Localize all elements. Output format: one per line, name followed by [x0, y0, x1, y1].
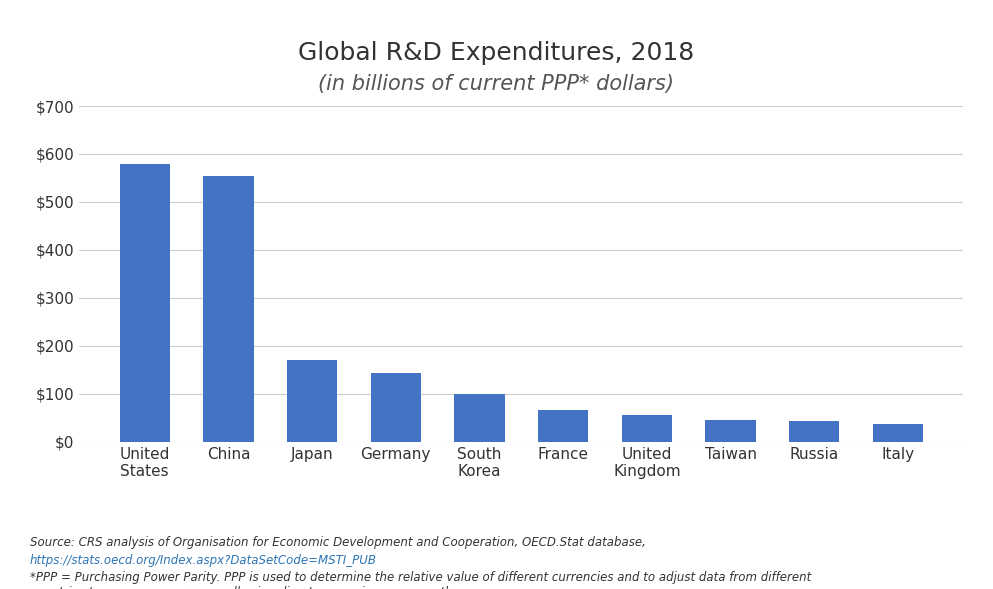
Bar [622, 415, 672, 442]
Bar [455, 394, 504, 442]
Text: Global R&D Expenditures, 2018: Global R&D Expenditures, 2018 [298, 41, 695, 65]
Bar [119, 164, 170, 442]
Bar [370, 373, 421, 442]
Bar [873, 424, 923, 442]
Bar [789, 421, 839, 442]
Bar [538, 409, 588, 442]
Bar [204, 176, 253, 442]
Bar [705, 420, 756, 442]
Text: https://stats.oecd.org/Index.aspx?DataSetCode=MSTI_PUB: https://stats.oecd.org/Index.aspx?DataSe… [30, 554, 376, 567]
Text: Source: CRS analysis of Organisation for Economic Development and Cooperation, O: Source: CRS analysis of Organisation for… [30, 536, 645, 549]
Text: countries to a common currency allowing direct comparisons among them.: countries to a common currency allowing … [30, 586, 475, 589]
Text: *PPP = Purchasing Power Parity. PPP is used to determine the relative value of d: *PPP = Purchasing Power Parity. PPP is u… [30, 571, 811, 584]
Bar [287, 360, 338, 442]
Text: (in billions of current PPP* dollars): (in billions of current PPP* dollars) [319, 74, 674, 94]
